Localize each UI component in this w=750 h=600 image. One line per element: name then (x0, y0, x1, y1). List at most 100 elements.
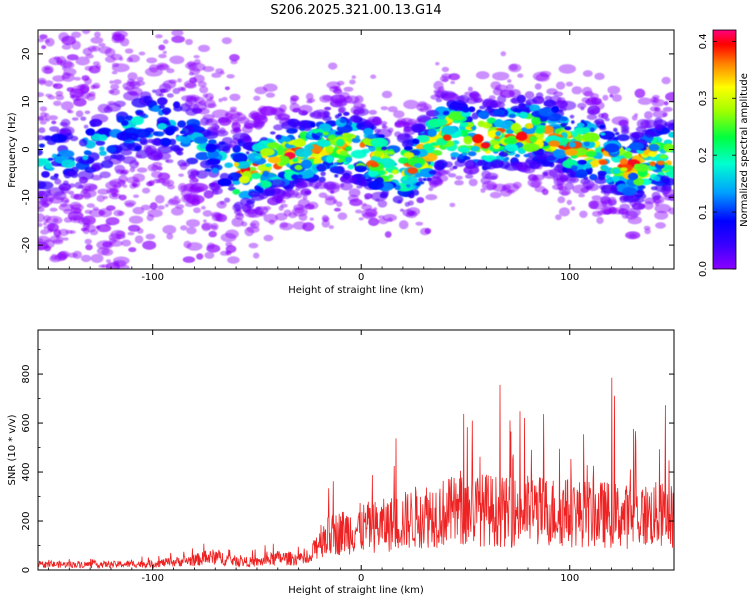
heatmap-cell (340, 175, 357, 184)
heatmap-cell (612, 94, 622, 102)
heatmap-cell (584, 163, 592, 169)
heatmap-cell (99, 171, 111, 179)
heatmap-cell (308, 178, 317, 184)
heatmap-cell (155, 194, 165, 204)
heatmap-cell (185, 94, 200, 102)
heatmap-cell (83, 124, 89, 129)
heatmap-cell (558, 64, 576, 74)
heatmap-cell (566, 199, 572, 206)
heatmap-cell (411, 123, 426, 133)
heatmap-cell (627, 172, 639, 181)
heatmap-cell (565, 81, 574, 87)
heatmap-cell (435, 62, 440, 66)
heatmap-cell (225, 245, 237, 253)
heatmap-cell (126, 132, 139, 140)
heatmap-cell (487, 105, 493, 110)
heatmap-cell (203, 219, 207, 223)
heatmap-cell (393, 110, 405, 119)
heatmap-cell (222, 145, 231, 154)
heatmap-cell (111, 192, 118, 197)
heatmap-cell (370, 162, 379, 168)
heatmap-cell (305, 92, 314, 101)
heatmap-cell (84, 150, 92, 156)
heatmap-cell (441, 92, 459, 102)
heatmap-cell (58, 183, 72, 191)
heatmap-cell (39, 120, 47, 125)
heatmap-cell (538, 107, 554, 117)
heatmap-cell (302, 123, 312, 132)
heatmap-cell (218, 141, 226, 145)
heatmap-cell (171, 35, 185, 43)
snr-ylabel: SNR (10 * v/v) (7, 414, 18, 485)
heatmap-cell (155, 34, 163, 39)
heatmap-cell (232, 128, 242, 133)
heatmap-cell (368, 180, 384, 190)
heatmap-cell (461, 152, 468, 156)
heatmap-cell (186, 226, 197, 235)
heatmap-cell (255, 206, 261, 211)
heatmap-cell (193, 55, 200, 59)
heatmap-cell (196, 170, 209, 179)
heatmap-cell (220, 250, 229, 256)
heatmap-cell (62, 237, 69, 241)
heatmap-cell (219, 172, 230, 181)
heatmap-cell (599, 124, 606, 129)
heatmap-cell (649, 161, 657, 167)
heatmap-cell (205, 143, 217, 153)
heatmap-cell (125, 202, 135, 208)
heatmap-cell (560, 122, 567, 128)
heatmap-cell (263, 206, 271, 211)
heatmap-cell (358, 108, 366, 115)
heatmap-cell (40, 229, 49, 235)
heatmap-cell (209, 96, 214, 100)
heatmap-cell (463, 135, 473, 145)
heatmap-cell (553, 149, 567, 159)
heatmap-cell (38, 143, 45, 148)
heatmap-cell (467, 86, 473, 92)
colorbar-tick-label: 0.2 (698, 147, 709, 163)
heatmap-cell (310, 123, 316, 128)
heatmap-cell (290, 95, 299, 102)
heatmap-cell (81, 215, 96, 225)
heatmap-cell (284, 189, 299, 198)
heatmap-cell (598, 155, 602, 159)
heatmap-cell (106, 205, 116, 211)
heatmap-cell (429, 175, 442, 186)
heatmap-cell (179, 162, 188, 170)
heatmap-cell (54, 173, 59, 177)
heatmap-cell (81, 227, 87, 232)
heatmap-cell (387, 150, 395, 155)
heatmap-cell (654, 210, 669, 220)
heatmap-cell (110, 83, 120, 90)
heatmap-cell (81, 30, 91, 35)
heatmap-cell (475, 71, 490, 80)
heatmap-cell (186, 157, 199, 165)
heatmap-cell (269, 179, 286, 188)
heatmap-cell (583, 140, 590, 147)
spectrogram-ytick-label: 10 (21, 95, 32, 108)
heatmap-cell (112, 33, 125, 41)
heatmap-cell (377, 200, 388, 208)
heatmap-cell (45, 37, 55, 47)
heatmap-cell (344, 95, 360, 104)
heatmap-cell (278, 205, 284, 211)
heatmap-cell (133, 194, 139, 198)
heatmap-cell (529, 104, 541, 112)
heatmap-cell (443, 134, 452, 141)
heatmap-cell (158, 53, 167, 59)
heatmap-cell (48, 115, 58, 121)
heatmap-cell (338, 107, 345, 114)
heatmap-cell (211, 167, 219, 174)
heatmap-cell (38, 213, 45, 223)
heatmap-cell (113, 79, 122, 85)
heatmap-cell (555, 81, 566, 90)
heatmap-cell (61, 197, 69, 204)
heatmap-cell (192, 107, 203, 114)
heatmap-cell (71, 117, 79, 121)
heatmap-cell (224, 197, 231, 203)
heatmap-cell (160, 88, 166, 93)
heatmap-cell (63, 61, 75, 69)
heatmap-cell (260, 148, 275, 157)
heatmap-cell (534, 83, 542, 90)
